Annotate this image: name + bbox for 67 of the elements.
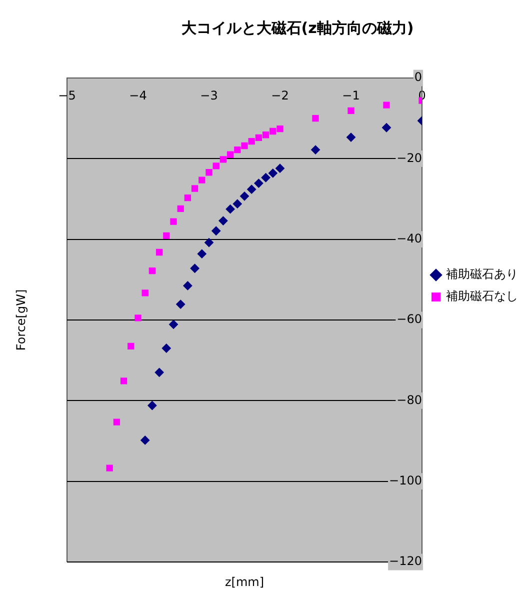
x-tick-label: −1 [342,88,360,102]
point [220,156,227,163]
point [170,218,177,225]
point [261,173,270,182]
point [248,138,255,145]
point [255,134,262,142]
x-tick-label: −4 [129,88,147,102]
point [383,102,390,108]
point [156,248,163,256]
point [154,368,164,377]
y-tick-label: −120 [389,554,422,568]
y-tick-label: −60 [396,312,422,326]
point [270,128,276,135]
point [148,267,156,274]
point [218,216,228,226]
point [198,176,206,184]
x-axis-title: z[mm] [224,575,264,589]
point [240,192,249,201]
point [142,290,148,296]
y-tick-label: 0 [414,70,422,84]
point [191,185,198,192]
point [163,232,170,240]
y-axis-title: Force[gW] [14,289,28,351]
point [348,107,354,114]
point [148,401,157,410]
point [134,314,142,322]
point [276,125,284,132]
point [177,205,184,212]
y-tick-label: −20 [396,150,422,165]
point [346,132,356,142]
point [212,226,221,236]
point [169,320,178,329]
point [268,168,278,178]
point [120,378,128,384]
point [162,344,171,353]
y-tick-label: −40 [396,231,422,246]
point [140,436,150,445]
y-tick-label: −80 [396,392,422,407]
point [128,342,134,350]
point [212,162,220,170]
point [311,145,320,154]
point [184,194,192,202]
point [106,464,113,472]
point [197,249,206,258]
point [183,281,192,290]
point [241,142,248,150]
point [226,204,235,214]
point [262,132,270,138]
point [113,418,120,426]
point [382,123,391,132]
x-tick-label: −2 [271,88,289,102]
point [226,151,234,158]
legend-label: 補助磁石なし [446,289,518,304]
chart-title: 大コイルと大磁石(z軸方向の磁力) [181,18,414,37]
point [190,264,200,273]
x-tick-label: −3 [200,88,218,102]
point [312,115,319,122]
point [204,238,214,248]
point [206,169,212,176]
point [232,199,242,208]
point [276,164,284,173]
point [247,184,256,194]
point [254,178,264,188]
legend-label: 補助磁石あり [446,267,518,282]
point [176,300,186,309]
point [234,146,241,154]
y-tick-label: −100 [389,473,422,488]
